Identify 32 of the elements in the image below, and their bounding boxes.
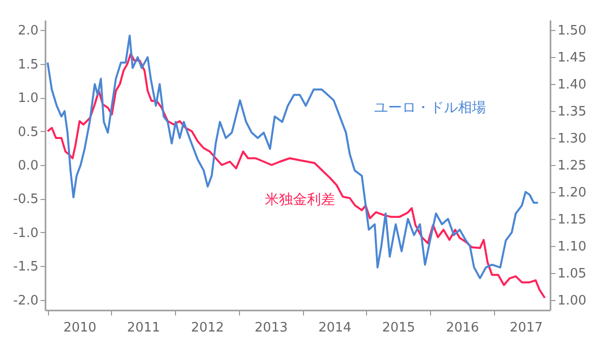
y-tick-label: -2.0 [13, 293, 38, 308]
x-tick-label: 2013 [254, 320, 288, 336]
y2-tick-label: 1.45 [558, 50, 586, 66]
y2-tick-label: 1.15 [558, 212, 586, 228]
y2-tick-label: 1.00 [558, 293, 586, 308]
x-tick-label: 2017 [510, 320, 543, 336]
y2-tick-label: 1.30 [558, 132, 586, 147]
y-tick-label: 1.0 [18, 91, 38, 106]
y2-tick-label: 1.50 [558, 24, 586, 39]
x-tick-label: 2014 [318, 320, 352, 336]
y2-tick-label: 1.05 [558, 266, 586, 282]
y-tick-label: 0.0 [18, 158, 38, 174]
y2-tick-label: 1.40 [558, 78, 586, 93]
x-tick-label: 2011 [127, 320, 160, 336]
y-tick-label: 2.0 [18, 24, 38, 39]
line-series [46, 34, 539, 280]
y-tick-label: 1.5 [18, 57, 38, 72]
y-tick-label: -1.0 [13, 226, 38, 241]
y2-tick-label: 1.35 [558, 104, 586, 120]
y2-tick-label: 1.10 [558, 239, 586, 254]
text: ユーロ・ドル相場 [374, 100, 486, 116]
y-tick-label: -0.5 [13, 192, 38, 208]
x-tick-label: 2010 [63, 320, 96, 336]
y-tick-label: -1.5 [13, 260, 38, 275]
y2-tick-label: 1.20 [558, 185, 586, 200]
line-series [46, 52, 546, 299]
x-tick-label: 2016 [446, 320, 480, 336]
x-tick-label: 2012 [190, 320, 224, 336]
y2-tick-label: 1.25 [558, 158, 586, 174]
x-tick-label: 2015 [382, 320, 416, 336]
y-tick-label: 0.5 [18, 124, 38, 140]
series-label: 米独金利差 [265, 192, 335, 208]
